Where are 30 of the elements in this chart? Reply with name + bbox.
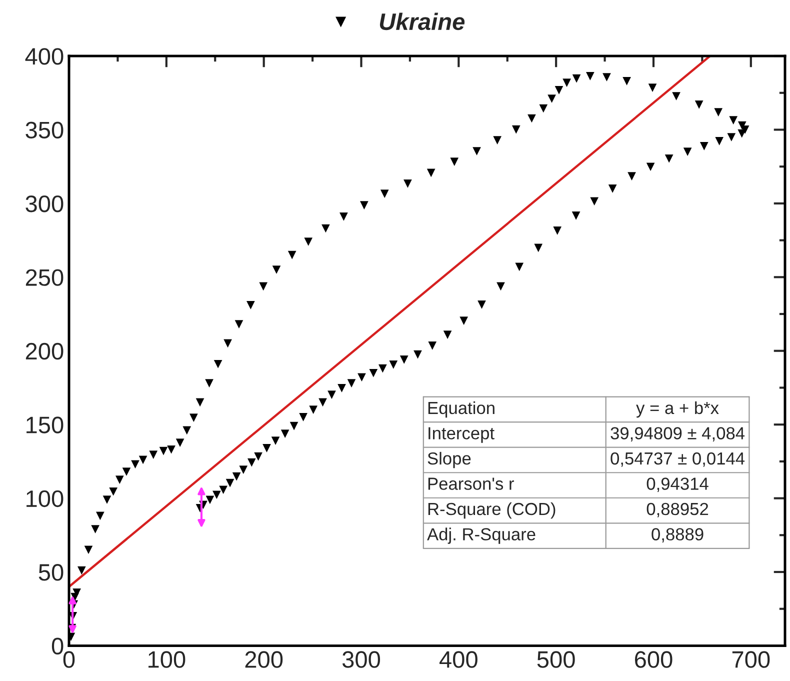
annotation: Pearson's r bbox=[428, 478, 514, 490]
x-tick-label: 300 bbox=[342, 651, 380, 668]
y-tick-label: 150 bbox=[26, 416, 64, 434]
annotation: 39,94809 ± 4,084 bbox=[610, 427, 745, 442]
x-tick-label: 200 bbox=[245, 651, 283, 668]
annotation: y = a + b*x bbox=[636, 401, 719, 418]
annotation: R-Square (COD) bbox=[428, 502, 556, 519]
y-tick-label: 0 bbox=[52, 638, 64, 654]
x-tick-label: 500 bbox=[537, 651, 575, 668]
y-tick-label: 250 bbox=[26, 269, 64, 286]
annotation: Slope bbox=[428, 452, 471, 468]
y-tick-label: 400 bbox=[25, 48, 64, 65]
x-tick-label: 600 bbox=[634, 651, 672, 668]
y-tick-label: 300 bbox=[26, 195, 64, 212]
y-tick-label: 50 bbox=[38, 564, 64, 581]
annotation: Equation bbox=[428, 401, 494, 418]
annotation: 0,8889 bbox=[652, 528, 704, 542]
annotation: 0,94314 bbox=[646, 478, 708, 492]
annotation: Adj. R-Square bbox=[427, 528, 536, 544]
y-tick-label: 200 bbox=[26, 342, 64, 360]
annotation: 0,54737 ± 0,0144 bbox=[610, 452, 745, 467]
annotation: 0,88952 bbox=[646, 502, 708, 518]
x-tick-label: 400 bbox=[440, 651, 478, 668]
y-tick-label: 350 bbox=[26, 122, 64, 138]
x-tick-label: 100 bbox=[148, 651, 186, 668]
legend-label: Ukraine bbox=[380, 12, 465, 30]
y-tick-label: 100 bbox=[26, 490, 64, 508]
x-tick-label: 700 bbox=[732, 651, 770, 668]
annotation: Intercept bbox=[428, 427, 494, 443]
x-tick-label: 0 bbox=[63, 651, 75, 668]
